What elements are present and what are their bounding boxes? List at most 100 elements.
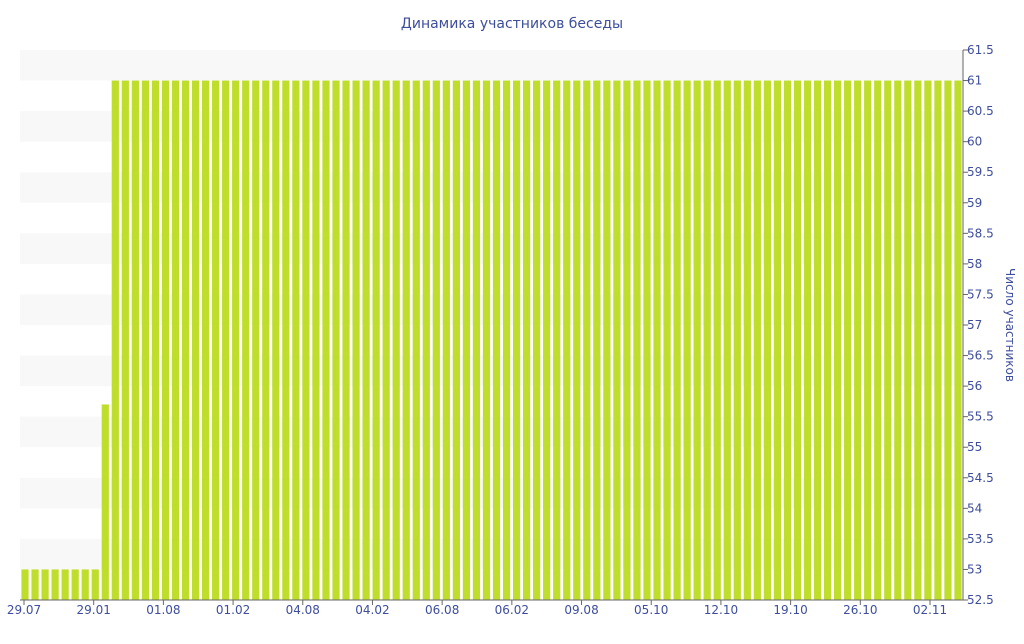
bar bbox=[623, 80, 631, 600]
bar bbox=[91, 569, 99, 600]
bar bbox=[81, 569, 89, 600]
bar bbox=[673, 80, 681, 600]
bar bbox=[613, 80, 621, 600]
y-tick-label: 59 bbox=[967, 196, 982, 210]
y-tick-label: 60.5 bbox=[967, 104, 994, 118]
bar bbox=[733, 80, 741, 600]
bar bbox=[452, 80, 460, 600]
y-axis-title: Число участников bbox=[1003, 268, 1017, 382]
bar bbox=[442, 80, 450, 600]
y-tick-label: 55.5 bbox=[967, 410, 994, 424]
grid-band bbox=[20, 416, 963, 448]
y-tick-label: 54 bbox=[967, 501, 982, 515]
x-tick-label: 06.02 bbox=[495, 603, 529, 617]
bar bbox=[272, 80, 280, 600]
bar bbox=[633, 80, 641, 600]
bar bbox=[242, 80, 250, 600]
y-tick-label: 54.5 bbox=[967, 471, 994, 485]
bar bbox=[864, 80, 872, 600]
bar bbox=[844, 80, 852, 600]
y-tick-label: 57 bbox=[967, 318, 982, 332]
y-tick-label: 60 bbox=[967, 135, 982, 149]
bar bbox=[603, 80, 611, 600]
bar bbox=[161, 80, 170, 600]
bar bbox=[292, 80, 300, 600]
bar bbox=[854, 80, 862, 600]
bar bbox=[874, 80, 882, 600]
bar bbox=[171, 80, 180, 600]
grid-band bbox=[20, 233, 963, 264]
x-tick-label: 09.08 bbox=[564, 603, 598, 617]
bar bbox=[663, 80, 671, 600]
y-tick-label: 61 bbox=[967, 74, 982, 88]
bar bbox=[61, 569, 69, 600]
bar bbox=[643, 80, 651, 600]
bar bbox=[232, 80, 240, 600]
bar-series bbox=[21, 80, 962, 600]
bar bbox=[934, 80, 942, 600]
y-tick-label: 52.5 bbox=[967, 593, 994, 607]
y-tick-label: 61.5 bbox=[967, 43, 994, 57]
bar bbox=[553, 80, 561, 600]
bar bbox=[412, 80, 420, 600]
bar bbox=[512, 80, 521, 600]
y-tick-label: 56.5 bbox=[967, 349, 994, 363]
bar bbox=[904, 80, 912, 600]
bar bbox=[573, 80, 581, 600]
bar bbox=[41, 569, 49, 600]
bar bbox=[683, 80, 691, 600]
x-tick-label: 26.10 bbox=[843, 603, 877, 617]
bar bbox=[924, 80, 932, 600]
y-tick-label: 56 bbox=[967, 379, 982, 393]
x-tick-label: 06.08 bbox=[425, 603, 459, 617]
bar bbox=[703, 80, 711, 600]
x-axis-ticks: 29.07 29.01 01.08 01.02 04.08 04.02 06.08 06.02… bbox=[7, 600, 947, 617]
x-tick-label: 01.02 bbox=[216, 603, 250, 617]
bar bbox=[352, 80, 360, 600]
bar bbox=[502, 80, 511, 600]
bar bbox=[894, 80, 902, 600]
bar bbox=[181, 80, 190, 600]
bar bbox=[332, 80, 340, 600]
bar bbox=[653, 80, 661, 600]
x-tick-label: 04.08 bbox=[286, 603, 320, 617]
bar bbox=[382, 80, 390, 600]
bar bbox=[402, 80, 410, 600]
bar bbox=[432, 80, 440, 600]
y-tick-label: 55 bbox=[967, 440, 982, 454]
bar bbox=[833, 80, 842, 600]
bar bbox=[813, 80, 822, 600]
bar bbox=[121, 80, 129, 600]
bar bbox=[783, 80, 792, 600]
bar bbox=[954, 80, 962, 600]
y-tick-label: 59.5 bbox=[967, 165, 994, 179]
bar bbox=[713, 80, 721, 600]
x-tick-label: 29.01 bbox=[77, 603, 111, 617]
bar bbox=[693, 80, 701, 600]
bar bbox=[101, 404, 109, 600]
y-tick-label: 53.5 bbox=[967, 532, 994, 546]
bar bbox=[71, 569, 79, 600]
bar bbox=[723, 80, 731, 600]
bar bbox=[342, 80, 350, 600]
bar bbox=[914, 80, 922, 600]
bar bbox=[523, 80, 531, 600]
bar bbox=[462, 80, 471, 600]
grid-band bbox=[20, 111, 963, 142]
bar bbox=[392, 80, 400, 600]
bar bbox=[111, 80, 119, 600]
y-tick-label: 58 bbox=[967, 257, 982, 271]
y-tick-label: 58.5 bbox=[967, 226, 994, 240]
grid-band bbox=[20, 538, 963, 570]
x-tick-label: 04.02 bbox=[355, 603, 389, 617]
bar bbox=[422, 80, 430, 600]
bar bbox=[51, 569, 59, 600]
bar bbox=[773, 80, 782, 600]
bar bbox=[533, 80, 541, 600]
grid-band bbox=[20, 355, 963, 387]
bar bbox=[252, 80, 260, 600]
bar bbox=[312, 80, 320, 600]
y-tick-label: 57.5 bbox=[967, 287, 994, 301]
